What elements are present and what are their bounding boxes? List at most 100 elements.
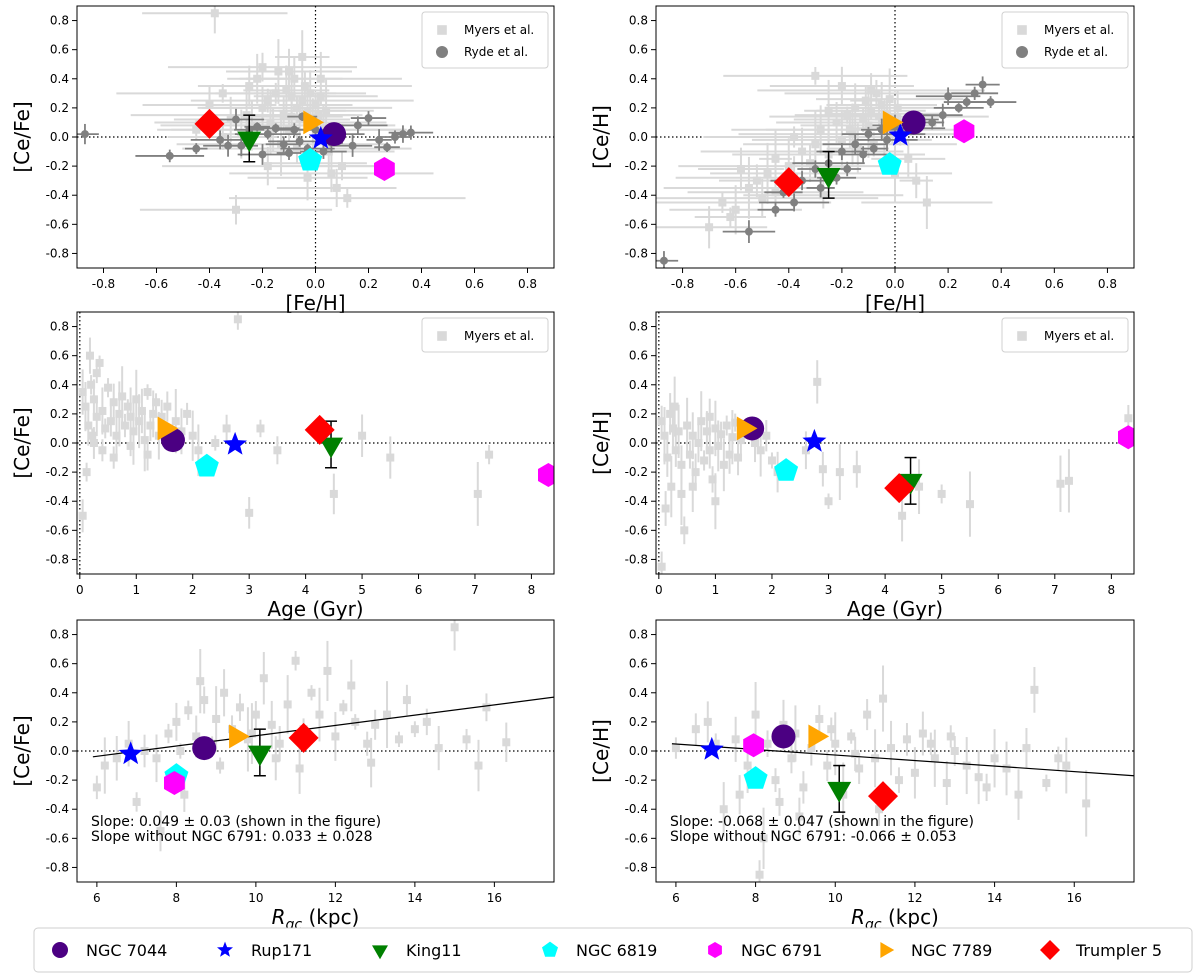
ryde-point [659,256,668,265]
cluster-legend-label-ngc-6819: NGC 6819 [576,941,657,960]
myers-point [205,100,214,109]
myers-point [728,433,737,442]
myers-point [837,82,846,91]
myers-point [702,427,711,436]
myers-point [872,89,881,98]
inner-legend: Myers et al. Ryde et al. [421,11,549,69]
myers-point [824,497,833,506]
myers-point [756,446,765,455]
ryde-point [859,150,868,159]
myers-point [109,398,118,407]
cluster-point-rup171 [223,431,247,455]
myers-point [247,729,256,738]
x-tick-label: 10 [828,891,843,905]
x-tick-label: 16 [1067,891,1082,905]
myers-point [1054,754,1063,763]
cluster-point-ngc-7044 [192,736,217,761]
myers-point [332,183,341,192]
ryde-point [375,135,384,144]
panel-p2: -0.8 -0.6 -0.4 -0.2 0.0 0.2 0.4 0.6 0.8 -0.8 -0.6 -… [589,5,1135,315]
myers-point [126,441,135,450]
x-tick-label: 8 [173,891,181,905]
ryde-point [837,147,846,156]
myers-point [298,96,307,105]
myers-point [680,526,689,535]
myers-point [671,446,680,455]
myers-point [164,729,173,738]
inner-legend: Myers et al. [1001,317,1129,353]
myers-point [762,431,771,440]
x-tick-label: 2 [768,583,776,597]
x-tick-label: 0 [76,583,84,597]
cluster-point-king11 [247,745,272,767]
myers-point [670,402,679,411]
x-tick-label: 1 [132,583,140,597]
myers-point [717,430,726,439]
y-tick-label: 0.6 [629,657,648,671]
myers-point [691,725,700,734]
x-tick-label: -0.6 [724,277,747,291]
myers-point [351,717,360,726]
x-tick-label: 14 [987,891,1002,905]
myers-point [1022,744,1031,753]
myers-point [462,735,471,744]
x-tick-label: 0.4 [412,277,431,291]
myers-point [898,511,907,520]
cluster-legend-label-trumpler-5: Trumpler 5 [1075,941,1162,960]
myers-point [718,198,727,207]
myers-point [123,402,132,411]
myers-point [926,739,935,748]
cluster-point-ngc-7789 [736,416,758,441]
myers-point [473,489,482,498]
cluster-point-trumpler-5 [304,414,335,445]
x-tick-label: 3 [245,583,253,597]
slope-annotation: Slope: -0.068 ± 0.047 (shown in the figu… [670,814,974,830]
myers-point [950,747,959,755]
myers-point [904,154,913,163]
myers-point [671,744,680,753]
myers-point [266,118,275,127]
x-tick-label: 6 [994,583,1002,597]
x-tick-label: 0.8 [1098,277,1117,291]
y-tick-label: 0.6 [629,43,648,57]
y-tick-label: -0.4 [46,188,69,202]
myers-point [864,121,873,130]
y-tick-label: -0.2 [46,773,69,787]
myers-point [192,732,201,741]
y-tick-label: 0.0 [629,744,648,758]
x-axis-label: Age (Gyr) [267,597,363,621]
myers-point [210,9,219,18]
myers-point [751,710,760,719]
x-tick-label: 8 [1108,583,1116,597]
myers-point [84,421,93,430]
myers-point [736,436,745,445]
myers-point [146,421,155,430]
myers-point [383,710,392,719]
myers-point [688,431,697,440]
y-tick-label: -0.8 [46,860,69,874]
y-tick-label: -0.2 [625,465,648,479]
y-tick-label: 0.4 [629,72,648,86]
myers-point [273,446,282,455]
myers-point [216,761,225,770]
y-axis-label: [Ce/H] [589,411,613,475]
myers-point [784,162,793,171]
myers-point [485,450,494,459]
myers-point [386,453,395,462]
ryde-point [383,143,392,152]
cluster-legend-marker-ngc-7044 [52,942,68,958]
ryde-point [192,144,201,153]
x-tick-label: 4 [881,583,889,597]
myers-point [220,688,229,697]
myers-point [843,111,852,120]
myers-point [1030,685,1039,694]
cluster-legend-label-ngc-6791: NGC 6791 [741,941,822,960]
y-tick-label: -0.6 [46,217,69,231]
cluster-point-ngc-6819 [743,766,768,789]
myers-point [82,468,91,477]
ryde-point [928,118,937,127]
y-tick-label: -0.8 [46,552,69,566]
inner-legend: Myers et al. [421,317,549,353]
myers-point [677,489,686,498]
myers-point [887,744,896,753]
